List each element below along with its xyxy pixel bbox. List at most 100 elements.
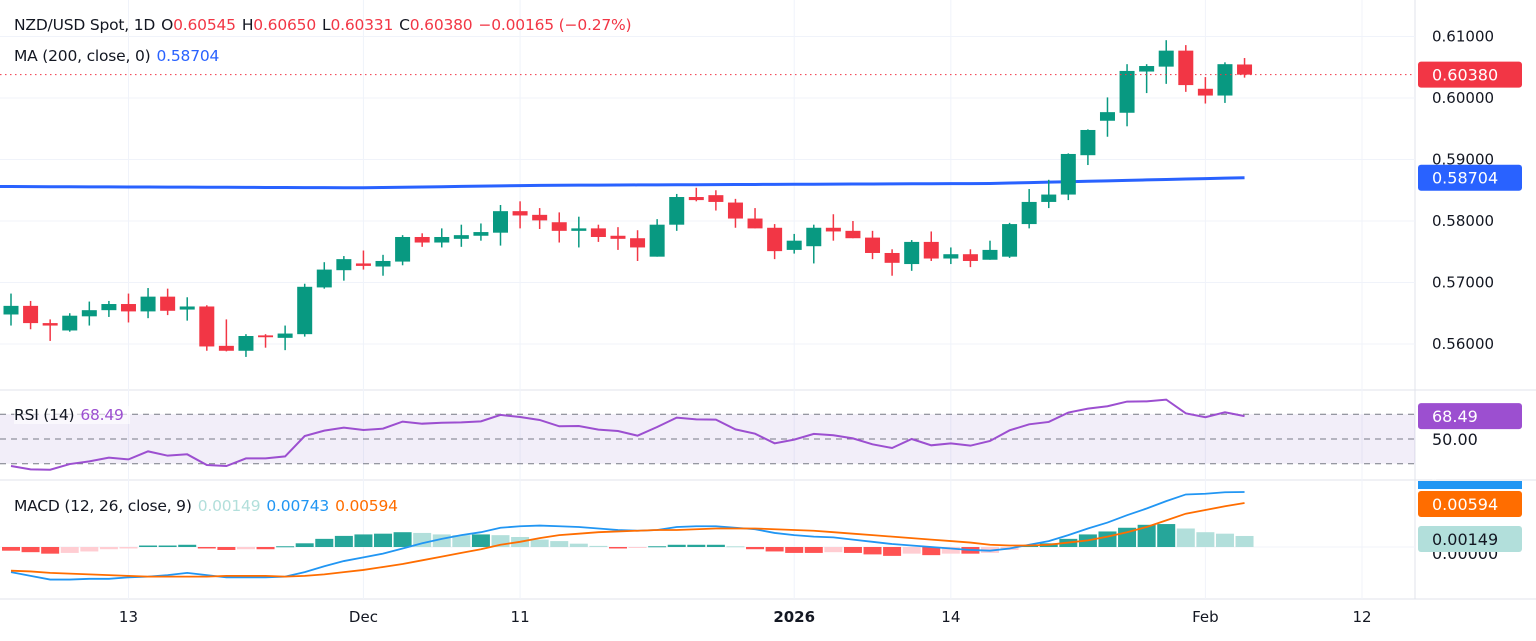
- symbol-title[interactable]: NZD/USD Spot, 1D: [14, 16, 156, 34]
- ma-legend[interactable]: MA (200, close, 0) 0.58704: [14, 47, 225, 65]
- macd-histogram-bar: [824, 547, 843, 553]
- macd-histogram-bar: [21, 547, 40, 553]
- macd-histogram-bar: [628, 547, 647, 548]
- macd-histogram-bar: [569, 543, 588, 547]
- close-label: C: [399, 16, 410, 34]
- price-axis-label: 0.58000: [1432, 212, 1494, 230]
- candle-down: [355, 263, 371, 266]
- macd-histogram-bar: [1235, 535, 1254, 547]
- rsi-legend[interactable]: RSI (14) 68.49: [14, 406, 130, 424]
- macd-histogram-bar: [413, 532, 432, 547]
- macd-histogram-bar: [295, 543, 314, 547]
- candle-down: [160, 296, 176, 311]
- macd-histogram-bar: [80, 547, 99, 552]
- candle-up: [1021, 201, 1037, 225]
- candle-down: [865, 237, 881, 253]
- candle-up: [1080, 129, 1096, 156]
- time-axis-label[interactable]: Dec: [349, 608, 378, 626]
- candle-up: [434, 236, 450, 243]
- macd-histogram-bar: [276, 546, 295, 548]
- macd-histogram-bar: [608, 547, 627, 549]
- candle-down: [120, 304, 136, 312]
- time-axis-label[interactable]: 13: [119, 608, 138, 626]
- candle-up: [3, 305, 19, 315]
- candle-down: [532, 214, 548, 221]
- candle-up: [1139, 66, 1155, 72]
- candle-up: [493, 211, 508, 233]
- change-value: −0.00165 (−0.27%): [478, 16, 632, 34]
- macd-histogram-bar: [491, 535, 510, 547]
- macd-histogram-bar: [471, 534, 490, 547]
- macd-histogram-bar: [726, 546, 745, 548]
- ma200-line: [0, 176, 1245, 190]
- high-value: 0.60650: [253, 16, 316, 34]
- macd-histogram-bar: [550, 541, 569, 547]
- last-price-tag: 0.60380: [1432, 66, 1498, 85]
- candle-up: [238, 336, 254, 351]
- candle-down: [218, 345, 234, 351]
- macd-histogram-bar: [158, 545, 177, 547]
- last-price-tag-bg: [1418, 61, 1522, 88]
- candle-down: [199, 306, 215, 347]
- candle-down: [825, 227, 841, 232]
- macd-histogram-bar: [1157, 524, 1176, 547]
- candle-down: [1237, 64, 1253, 75]
- candle-up: [806, 227, 822, 247]
- time-axis-label[interactable]: Feb: [1192, 608, 1219, 626]
- time-axis-label[interactable]: 11: [511, 608, 530, 626]
- macd-histogram-bar: [99, 547, 118, 550]
- macd-histogram-bar: [1215, 533, 1234, 547]
- candle-down: [630, 238, 646, 248]
- candle-down: [590, 228, 606, 237]
- macd-histogram-bar: [922, 547, 941, 556]
- macd-histogram-bar: [902, 547, 921, 554]
- candle-up: [1060, 153, 1076, 195]
- macd-histogram-bar: [334, 535, 353, 547]
- macd-histogram-bar: [706, 544, 725, 547]
- low-label: L: [322, 16, 331, 34]
- price-axis-label: 0.57000: [1432, 274, 1494, 292]
- signal-tag: 0.00594: [1432, 495, 1498, 514]
- macd-histogram-bar: [197, 547, 216, 549]
- candle-up: [336, 259, 352, 271]
- rsi-legend-label: RSI (14): [14, 406, 75, 424]
- ma-legend-label: MA (200, close, 0): [14, 47, 151, 65]
- histogram-tag: 0.00149: [1432, 530, 1498, 549]
- macd-histogram-bar: [139, 545, 158, 547]
- time-axis-label[interactable]: 14: [941, 608, 960, 626]
- candle-up: [1002, 224, 1018, 257]
- candle-up: [1217, 64, 1233, 96]
- candle-down: [727, 202, 743, 219]
- rsi-tag-bg: [1418, 403, 1522, 430]
- macd-histogram-bar: [354, 534, 373, 547]
- candle-up: [375, 260, 391, 267]
- candle-up: [395, 236, 411, 262]
- candle-down: [688, 197, 704, 201]
- candle-down: [1178, 50, 1194, 86]
- macd-histogram-bar: [1176, 528, 1195, 547]
- macd-histogram-bar: [746, 547, 765, 550]
- histogram-tag-bg: [1418, 525, 1522, 552]
- candle-up: [473, 232, 489, 236]
- open-label: O: [161, 16, 174, 34]
- macd-histogram-bar: [1098, 531, 1117, 547]
- macd-legend-macd: 0.00743: [266, 497, 330, 515]
- ma-price-tag-bg: [1418, 164, 1522, 191]
- macd-legend[interactable]: MACD (12, 26, close, 9) 0.00149 0.00743 0.0…: [14, 497, 404, 515]
- candle-up: [943, 254, 959, 259]
- symbol-legend: NZD/USD Spot, 1D O0.60545 H0.60650 L0.60331…: [14, 16, 637, 34]
- time-axis-label[interactable]: 2026: [773, 608, 815, 626]
- macd-histogram-bar: [687, 544, 706, 547]
- macd-histogram-bar: [530, 539, 549, 547]
- macd-histogram-bar: [1196, 532, 1215, 547]
- candle-up: [453, 235, 469, 239]
- candle-up: [669, 197, 685, 225]
- macd-histogram-bar: [765, 547, 784, 552]
- time-axis-label[interactable]: 12: [1352, 608, 1371, 626]
- candle-up: [1099, 112, 1115, 121]
- candle-down: [610, 235, 626, 239]
- macd-histogram-bar: [315, 538, 334, 547]
- macd-tag: 0.00743: [1432, 479, 1436, 481]
- macd-histogram-bar: [236, 547, 255, 550]
